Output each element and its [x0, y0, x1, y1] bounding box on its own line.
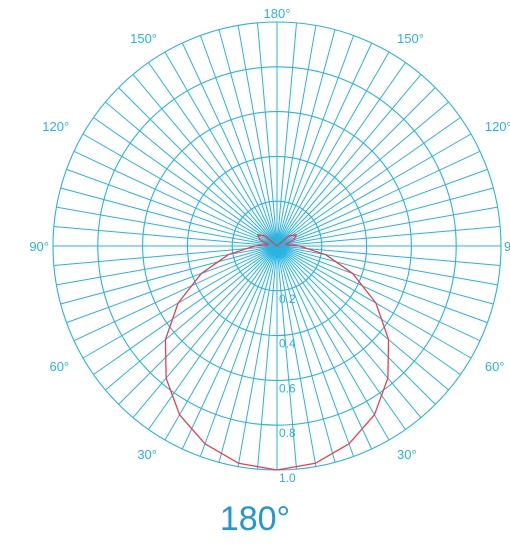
- grid-spoke: [276, 187, 494, 247]
- grid-spoke: [276, 245, 436, 405]
- grid-spoke: [181, 245, 278, 450]
- grid-spoke: [276, 133, 472, 247]
- grid-spoke: [276, 87, 436, 247]
- grid-spoke: [164, 51, 278, 247]
- radial-tick-label: 0.4: [279, 337, 296, 351]
- grid-spoke: [82, 245, 278, 359]
- grid-ring: [231, 200, 323, 292]
- grid-spoke: [73, 150, 278, 247]
- grid-spokes: [53, 22, 501, 470]
- grid-spoke: [53, 225, 278, 247]
- grid-spoke: [60, 187, 278, 247]
- radial-tick-label: 0.6: [279, 381, 296, 395]
- grid-spoke: [276, 245, 406, 430]
- grid-spoke: [256, 245, 278, 470]
- grid-spoke: [237, 245, 278, 467]
- grid-spoke: [132, 245, 278, 418]
- angle-tick-label: 120°: [42, 119, 69, 134]
- grid-spoke: [256, 22, 278, 247]
- radial-labels: 0 0.2 0.4 0.6 0.8 1.0: [279, 247, 296, 485]
- grid-spoke: [276, 245, 501, 267]
- grid-spoke: [66, 168, 278, 247]
- grid-ring: [186, 155, 368, 337]
- grid-spoke: [199, 245, 278, 457]
- angle-labels: 30° 30° 60° 60° 90° 9 120° 120° 150° 150° 180°: [29, 6, 510, 462]
- grid-spoke: [276, 74, 422, 247]
- grid-spoke: [118, 245, 278, 405]
- radial-tick-label: 1.0: [279, 471, 296, 485]
- grid-spoke: [276, 206, 498, 247]
- angle-tick-label: 9: [504, 239, 510, 254]
- grid-spoke: [276, 245, 461, 375]
- angle-tick-label: 180°: [264, 6, 291, 21]
- angle-tick-label: 120°: [485, 119, 510, 134]
- grid-spoke: [276, 245, 390, 441]
- grid-spoke: [148, 245, 278, 430]
- grid-spoke: [276, 22, 298, 247]
- grid-spoke: [148, 62, 278, 247]
- grid-spoke: [118, 87, 278, 247]
- radial-tick-label: 0: [279, 247, 286, 261]
- grid-spoke: [132, 74, 278, 247]
- grid-spoke: [218, 245, 278, 463]
- grid-spoke: [218, 29, 278, 247]
- grid-spoke: [276, 245, 449, 391]
- grid-spoke: [276, 245, 481, 342]
- angle-tick-label: 150°: [130, 31, 157, 46]
- grid-ring: [97, 66, 457, 426]
- grid-spoke: [181, 42, 278, 247]
- grid-spoke: [276, 101, 449, 247]
- grid-ring: [142, 111, 412, 381]
- grid-spoke: [93, 117, 278, 247]
- grid-spoke: [164, 245, 278, 441]
- grid-spoke: [276, 225, 501, 247]
- angle-tick-label: 60°: [49, 359, 69, 374]
- grid-spoke: [276, 117, 461, 247]
- grid-spoke: [276, 42, 373, 247]
- grid-spoke: [276, 245, 422, 418]
- grid-spoke: [276, 245, 317, 467]
- grid-spoke: [276, 245, 298, 470]
- grid-spoke: [276, 25, 317, 247]
- grid-spoke: [237, 25, 278, 247]
- grid-spoke: [199, 35, 278, 247]
- curves: [164, 234, 390, 471]
- chart-caption: 180°: [219, 500, 291, 538]
- grid-spoke: [105, 101, 278, 247]
- grid-spoke: [56, 206, 278, 247]
- grid-spoke: [56, 245, 278, 286]
- grid-spoke: [276, 245, 498, 286]
- grid-spoke: [53, 245, 278, 267]
- grid-spoke: [276, 62, 406, 247]
- grid-spoke: [276, 245, 488, 324]
- grid-spoke: [276, 245, 373, 450]
- angle-tick-label: 90°: [29, 239, 49, 254]
- series-curve: [164, 234, 390, 471]
- grid-spoke: [93, 245, 278, 375]
- grid-spoke: [82, 133, 278, 247]
- grid-spoke: [276, 245, 355, 457]
- angle-tick-label: 150°: [397, 31, 424, 46]
- angle-tick-label: 60°: [485, 359, 505, 374]
- grid-spoke: [276, 35, 355, 247]
- grid-spoke: [276, 245, 336, 463]
- grid-spoke: [66, 245, 278, 324]
- radial-tick-label: 0.8: [279, 426, 296, 440]
- grid-spoke: [276, 51, 390, 247]
- grid-spoke: [276, 168, 488, 247]
- grid-spoke: [276, 245, 494, 305]
- radial-tick-label: 0.2: [279, 292, 296, 306]
- angle-tick-label: 30°: [137, 447, 157, 462]
- grid-spoke: [60, 245, 278, 305]
- grid-spoke: [276, 245, 472, 359]
- angle-tick-label: 30°: [397, 447, 417, 462]
- grid-spoke: [276, 29, 336, 247]
- grid-spoke: [73, 245, 278, 342]
- grid-spoke: [276, 150, 481, 247]
- grid-spoke: [105, 245, 278, 391]
